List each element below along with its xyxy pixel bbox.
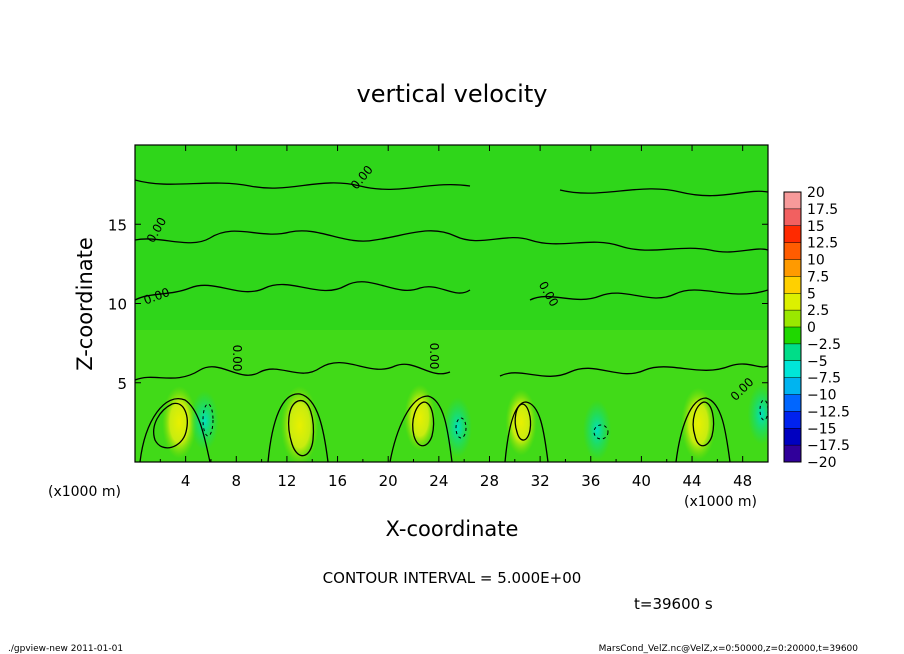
x-tick-label-36: 36 xyxy=(581,472,600,490)
x-unit-left: (x1000 m) xyxy=(48,484,121,500)
updraft-cell-7 xyxy=(681,387,716,461)
downdraft-cell-8 xyxy=(747,384,768,445)
x-tick-label-28: 28 xyxy=(480,472,499,490)
colorbar-swatch-3 xyxy=(784,242,801,260)
colorbar-swatch-0 xyxy=(784,192,801,210)
colorbar-label-5: 7.5 xyxy=(807,269,829,285)
colorbar-label-7: 2.5 xyxy=(807,303,829,319)
colorbar-label-8: 0 xyxy=(807,320,816,336)
x-axis: 4 8 12 16 20 24 28 32 36 40 44 48 xyxy=(159,145,752,490)
colorbar-swatch-11 xyxy=(784,377,801,395)
time-label: t=39600 s xyxy=(634,595,713,613)
colorbar-label-0: 20 xyxy=(807,185,825,201)
x-tick-label-32: 32 xyxy=(531,472,550,490)
contour-label-2: 0.00 xyxy=(427,343,441,370)
y-axis: 5 10 15 xyxy=(108,216,768,393)
updraft-cell-5 xyxy=(505,389,537,456)
colorbar-label-14: −15 xyxy=(807,421,837,437)
contour-interval: CONTOUR INTERVAL = 5.000E+00 xyxy=(323,569,582,587)
x-tick-label-4: 4 xyxy=(181,472,191,490)
negative-contour-lines xyxy=(202,399,768,440)
colorbar-label-16: −20 xyxy=(807,455,837,471)
x-tick-label-16: 16 xyxy=(328,472,347,490)
x-tick-label-48: 48 xyxy=(733,472,752,490)
x-tick-label-24: 24 xyxy=(429,472,448,490)
x-tick-label-44: 44 xyxy=(682,472,701,490)
y-tick-label-10: 10 xyxy=(108,296,127,314)
x-tick-label-8: 8 xyxy=(232,472,242,490)
colorbar-swatch-5 xyxy=(784,276,801,294)
contour-label-1: 0.00 xyxy=(230,345,244,372)
contour-lines xyxy=(135,179,768,462)
x-axis-label: X-coordinate xyxy=(386,517,519,541)
colorbar-label-1: 17.5 xyxy=(807,202,838,218)
colorbar-swatch-4 xyxy=(784,259,801,277)
colorbar-label-11: −7.5 xyxy=(807,371,841,387)
y-tick-label-15: 15 xyxy=(108,216,127,234)
plot-area: 0.000.00 0.000.000.000.000.00 xyxy=(134,144,769,463)
downdraft-cell-4 xyxy=(443,397,472,458)
colorbar-swatch-1 xyxy=(784,208,801,227)
colorbar-label-9: −2.5 xyxy=(807,337,841,353)
colorbar-swatch-13 xyxy=(784,411,801,429)
updraft-cell-3 xyxy=(404,384,436,451)
colorbar: 2017.51512.5107.552.50−2.5−5−7.5−10−12.5… xyxy=(783,185,850,471)
x-unit-right: (x1000 m) xyxy=(684,494,757,510)
field-shading: 0.000.00 0.000.000.000.000.00 xyxy=(135,163,768,462)
y-axis-label: Z-coordinate xyxy=(73,237,97,371)
colorbar-swatch-6 xyxy=(784,293,801,311)
colorbar-label-10: −5 xyxy=(807,354,828,370)
colorbar-swatch-14 xyxy=(784,428,801,446)
colorbar-label-12: −10 xyxy=(807,388,837,404)
downdraft-cell-1 xyxy=(190,390,219,451)
colorbar-label-3: 12.5 xyxy=(807,236,838,252)
colorbar-label-13: −12.5 xyxy=(807,404,850,420)
footer-right: MarsCond_VelZ.nc@VelZ,x=0:50000,z=0:2000… xyxy=(599,644,859,654)
colorbar-label-15: −17.5 xyxy=(807,438,850,454)
colorbar-label-6: 5 xyxy=(807,286,816,302)
downdraft-cell-6 xyxy=(583,400,612,461)
colorbar-label-2: 15 xyxy=(807,219,825,235)
colorbar-label-4: 10 xyxy=(807,253,825,269)
updraft-cell-2 xyxy=(280,385,319,462)
colorbar-swatch-9 xyxy=(784,343,801,362)
footer-left: ./gpview-new 2011-01-01 xyxy=(8,644,123,654)
x-tick-label-40: 40 xyxy=(632,472,651,490)
x-tick-label-20: 20 xyxy=(379,472,398,490)
chart-title: vertical velocity xyxy=(357,80,548,108)
colorbar-swatch-2 xyxy=(784,225,801,244)
colorbar-swatch-8 xyxy=(784,327,801,345)
x-tick-label-12: 12 xyxy=(277,472,296,490)
colorbar-swatch-15 xyxy=(784,445,801,463)
colorbar-swatch-10 xyxy=(784,360,801,379)
colorbar-swatch-7 xyxy=(784,310,801,328)
y-tick-label-5: 5 xyxy=(117,375,127,393)
colorbar-swatch-12 xyxy=(784,394,801,412)
